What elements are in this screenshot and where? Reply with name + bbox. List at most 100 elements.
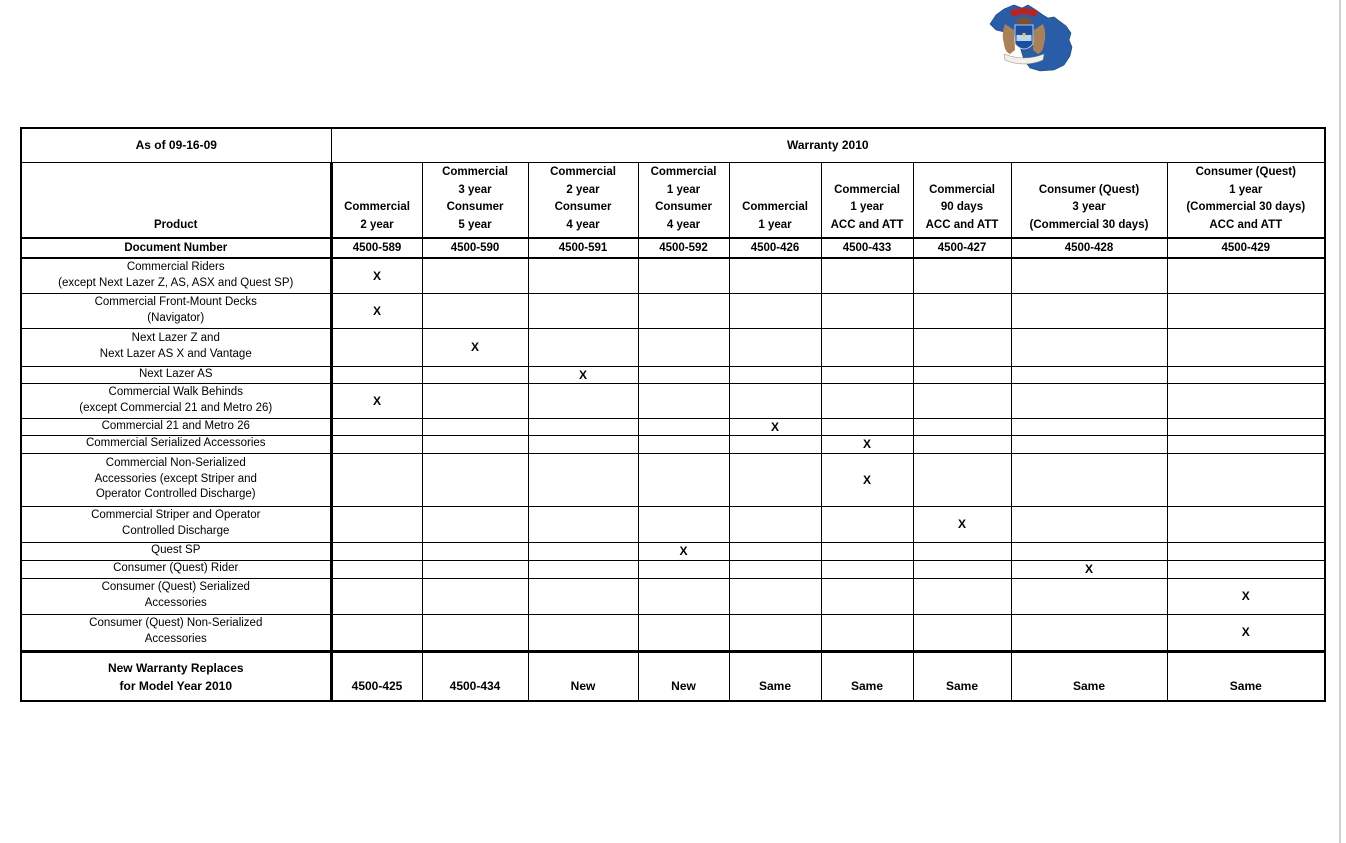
empty-cell	[728, 452, 822, 507]
empty-cell	[329, 365, 423, 384]
empty-cell	[1010, 577, 1168, 615]
empty-cell	[637, 434, 730, 454]
as-of-date: As of 09-16-09	[20, 127, 332, 163]
footer-value: New	[637, 649, 730, 702]
empty-cell	[912, 257, 1012, 294]
document-number: 4500-426	[728, 237, 822, 259]
empty-cell	[1010, 365, 1168, 384]
empty-cell	[1010, 292, 1168, 329]
empty-cell	[329, 417, 423, 436]
empty-cell	[329, 505, 423, 543]
empty-cell	[728, 327, 822, 367]
empty-cell	[421, 365, 529, 384]
empty-cell	[1166, 505, 1326, 543]
empty-cell	[329, 452, 423, 507]
empty-cell	[527, 327, 639, 367]
empty-cell	[1166, 365, 1326, 384]
empty-cell	[637, 417, 730, 436]
column-header: Consumer (Quest) 1 year (Commercial 30 d…	[1166, 161, 1326, 239]
product-name: Commercial Walk Behinds (except Commerci…	[20, 382, 332, 419]
table-row: Consumer (Quest) Non-Serialized Accessor…	[20, 613, 1326, 652]
empty-cell	[820, 327, 914, 367]
empty-cell	[1166, 541, 1326, 561]
empty-cell	[637, 613, 730, 652]
footer-value: Same	[820, 649, 914, 702]
footer-value: 4500-425	[329, 649, 423, 702]
as-of-row: As of 09-16-09 Warranty 2010	[20, 127, 1326, 163]
warranty-mark: X	[329, 292, 423, 329]
scan-edge-artifact	[1339, 0, 1341, 843]
empty-cell	[1166, 257, 1326, 294]
empty-cell	[527, 417, 639, 436]
empty-cell	[1166, 327, 1326, 367]
column-header: Commercial 2 year	[329, 161, 423, 239]
product-name: Next Lazer AS	[20, 365, 332, 384]
empty-cell	[820, 417, 914, 436]
michigan-state-logo	[988, 2, 1074, 73]
empty-cell	[421, 559, 529, 579]
warranty-mark: X	[421, 327, 529, 367]
empty-cell	[421, 417, 529, 436]
empty-cell	[637, 257, 730, 294]
document-number: 4500-428	[1010, 237, 1168, 259]
empty-cell	[527, 292, 639, 329]
empty-cell	[820, 382, 914, 419]
warranty-mark: X	[1010, 559, 1168, 579]
empty-cell	[329, 541, 423, 561]
footer-value: Same	[1010, 649, 1168, 702]
product-name: Consumer (Quest) Rider	[20, 559, 332, 579]
table-row: Consumer (Quest) Serialized Accessories X	[20, 577, 1326, 615]
empty-cell	[820, 365, 914, 384]
empty-cell	[421, 382, 529, 419]
product-name: Commercial Striper and Operator Controll…	[20, 505, 332, 543]
empty-cell	[728, 541, 822, 561]
empty-cell	[527, 434, 639, 454]
empty-cell	[1166, 559, 1326, 579]
empty-cell	[728, 365, 822, 384]
empty-cell	[820, 292, 914, 329]
empty-cell	[421, 257, 529, 294]
warranty-mark: X	[1166, 613, 1326, 652]
empty-cell	[912, 541, 1012, 561]
empty-cell	[527, 505, 639, 543]
warranty-mark: X	[527, 365, 639, 384]
document-number: 4500-590	[421, 237, 529, 259]
empty-cell	[421, 434, 529, 454]
product-name: Commercial Serialized Accessories	[20, 434, 332, 454]
column-header: Commercial 1 year Consumer 4 year	[637, 161, 730, 239]
empty-cell	[527, 577, 639, 615]
empty-cell	[728, 382, 822, 419]
footer-row: New Warranty Replaces for Model Year 201…	[20, 649, 1326, 702]
product-name: Commercial Riders (except Next Lazer Z, …	[20, 257, 332, 294]
warranty-mark: X	[637, 541, 730, 561]
warranty-mark: X	[820, 452, 914, 507]
warranty-table: As of 09-16-09 Warranty 2010 Product Com…	[20, 127, 1327, 702]
empty-cell	[820, 541, 914, 561]
empty-cell	[1010, 613, 1168, 652]
empty-cell	[637, 559, 730, 579]
empty-cell	[1166, 292, 1326, 329]
footer-value: Same	[1166, 649, 1326, 702]
empty-cell	[527, 541, 639, 561]
column-header: Commercial 1 year ACC and ATT	[820, 161, 914, 239]
warranty-mark: X	[820, 434, 914, 454]
empty-cell	[912, 327, 1012, 367]
empty-cell	[637, 382, 730, 419]
empty-cell	[912, 365, 1012, 384]
empty-cell	[1010, 434, 1168, 454]
empty-cell	[820, 257, 914, 294]
table-title: Warranty 2010	[330, 127, 1326, 163]
document-number: 4500-429	[1166, 237, 1326, 259]
empty-cell	[820, 505, 914, 543]
empty-cell	[1010, 327, 1168, 367]
footer-value: 4500-434	[421, 649, 529, 702]
empty-cell	[329, 559, 423, 579]
empty-cell	[637, 452, 730, 507]
document-number: 4500-589	[329, 237, 423, 259]
empty-cell	[421, 613, 529, 652]
empty-cell	[820, 559, 914, 579]
table-row: Commercial Riders (except Next Lazer Z, …	[20, 257, 1326, 294]
footer-label: New Warranty Replaces for Model Year 201…	[20, 649, 332, 702]
product-name: Commercial Front-Mount Decks (Navigator)	[20, 292, 332, 329]
empty-cell	[421, 505, 529, 543]
